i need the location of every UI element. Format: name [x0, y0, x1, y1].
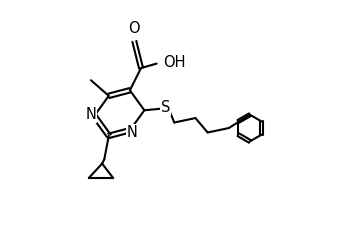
Text: OH: OH: [163, 55, 186, 70]
Text: O: O: [129, 21, 140, 36]
Text: S: S: [161, 100, 171, 115]
Text: N: N: [85, 107, 96, 122]
Text: N: N: [126, 125, 137, 140]
